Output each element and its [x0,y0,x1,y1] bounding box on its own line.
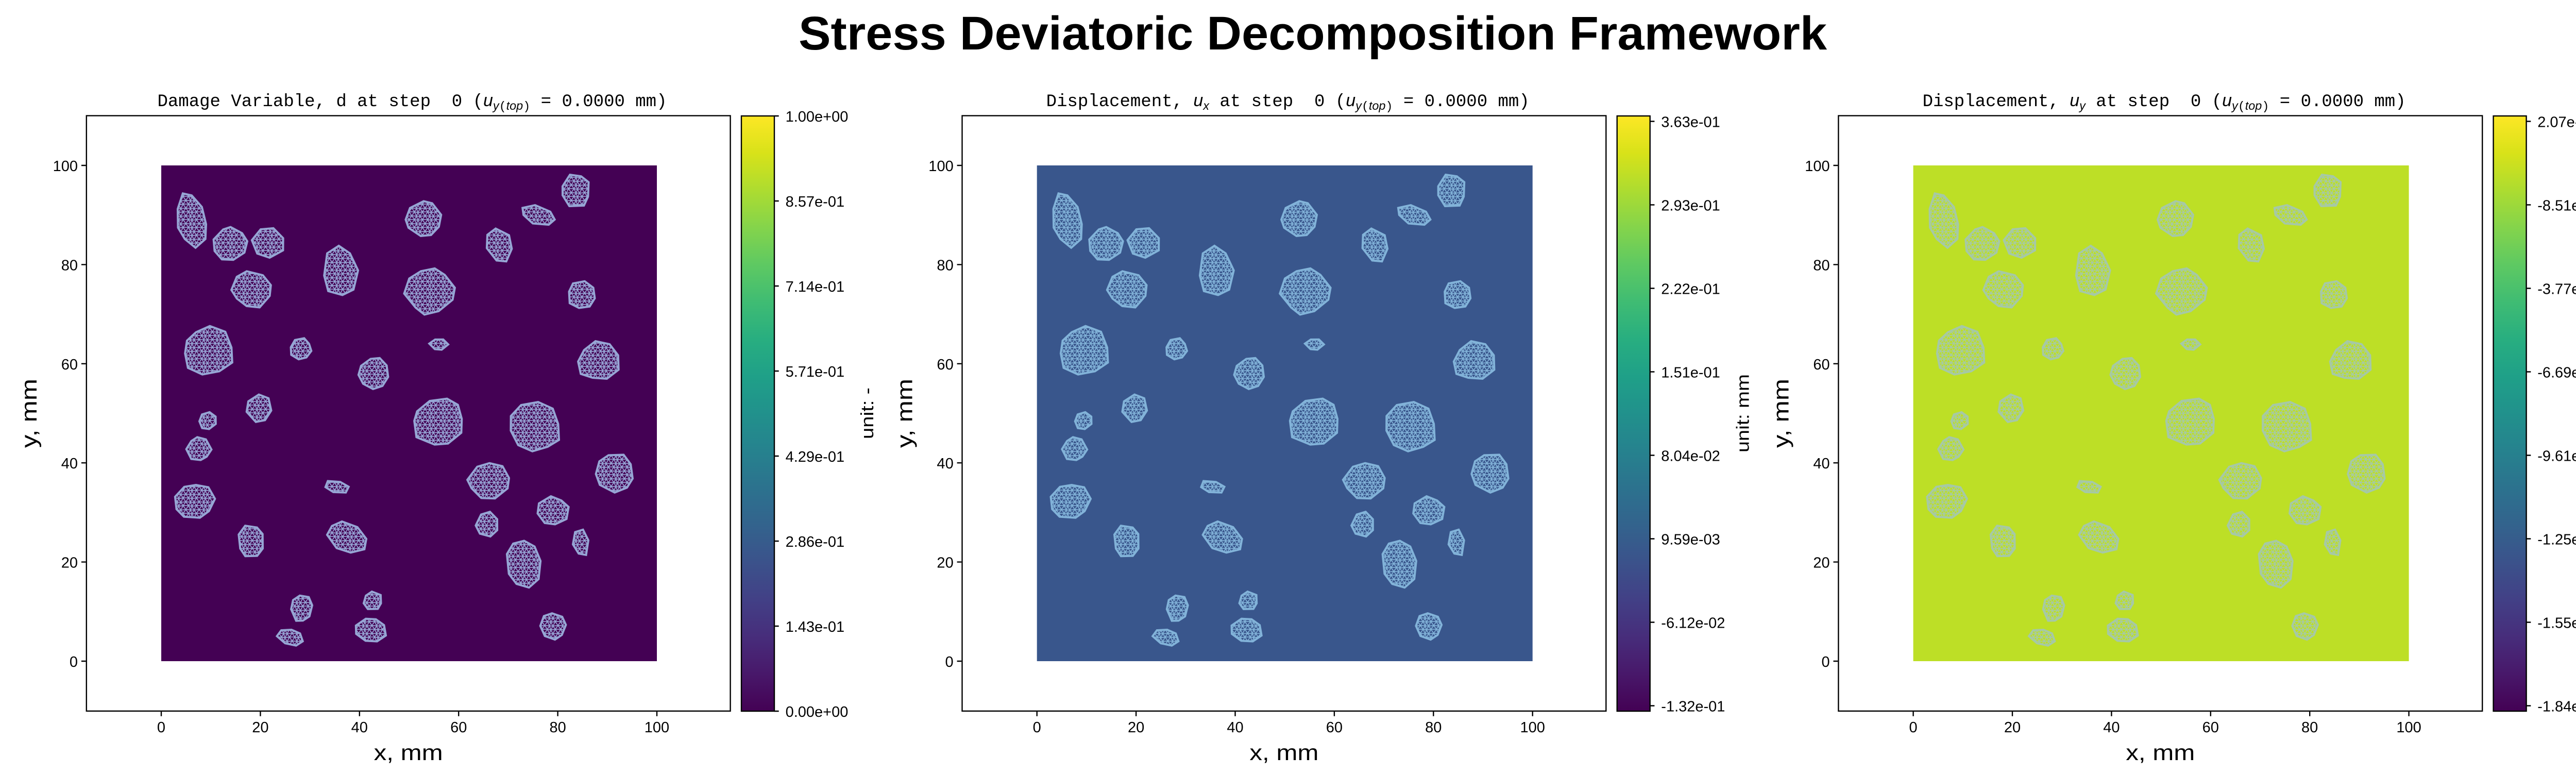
svg-text:100: 100 [1520,719,1545,736]
svg-text:2.07e-02: 2.07e-02 [2537,114,2576,131]
svg-text:y, mm: y, mm [893,379,918,448]
svg-text:20: 20 [2004,719,2021,736]
svg-text:40: 40 [351,719,368,736]
svg-text:0: 0 [1033,719,1041,736]
svg-text:8.57e-01: 8.57e-01 [786,194,845,210]
svg-text:60: 60 [450,719,467,736]
svg-text:unit: -: unit: - [858,388,877,439]
svg-text:100: 100 [645,719,669,736]
svg-text:40: 40 [937,456,953,472]
svg-text:40: 40 [1813,456,1829,472]
svg-text:80: 80 [1425,719,1442,736]
svg-text:y, mm: y, mm [1769,379,1794,448]
svg-text:-6.69e-02: -6.69e-02 [2537,365,2576,381]
svg-text:1.43e-01: 1.43e-01 [786,619,845,635]
svg-text:20: 20 [1813,555,1829,572]
svg-text:-9.61e-02: -9.61e-02 [2537,448,2576,465]
svg-text:unit: mm: unit: mm [1734,374,1753,452]
svg-text:20: 20 [1128,719,1144,736]
svg-text:Damage Variable, d at step 0: Damage Variable, d at step 0 (uy(top) = … [157,91,667,114]
svg-text:4.29e-01: 4.29e-01 [786,449,845,465]
svg-text:-1.25e-01: -1.25e-01 [2537,532,2576,548]
svg-text:60: 60 [2202,719,2219,736]
svg-text:80: 80 [1813,257,1829,274]
svg-text:40: 40 [1227,719,1243,736]
svg-text:2.93e-01: 2.93e-01 [1661,198,1720,214]
svg-text:0.00e+00: 0.00e+00 [786,704,849,720]
svg-text:-1.55e-01: -1.55e-01 [2537,615,2576,632]
svg-text:80: 80 [549,719,566,736]
svg-text:2.86e-01: 2.86e-01 [786,534,845,550]
svg-text:-1.84e-01: -1.84e-01 [2537,699,2576,715]
svg-text:20: 20 [61,555,78,572]
svg-text:Displacement, uy at step 0 (u: Displacement, uy at step 0 (uy(top) = 0.… [1923,91,2406,114]
svg-text:-8.51e-03: -8.51e-03 [2537,198,2576,214]
svg-text:100: 100 [53,158,78,175]
svg-text:x, mm: x, mm [374,741,443,765]
svg-text:100: 100 [2396,719,2421,736]
svg-text:1.00e+00: 1.00e+00 [786,109,849,125]
svg-text:x, mm: x, mm [2126,741,2195,765]
svg-text:-6.12e-02: -6.12e-02 [1661,615,1725,632]
svg-text:100: 100 [1805,158,1829,175]
svg-text:0: 0 [157,719,165,736]
svg-text:-3.77e-02: -3.77e-02 [2537,281,2576,298]
svg-text:2.22e-01: 2.22e-01 [1661,281,1720,298]
svg-text:80: 80 [61,257,78,274]
svg-text:x, mm: x, mm [1249,741,1318,765]
svg-text:Displacement, ux at step 0 (u: Displacement, ux at step 0 (uy(top) = 0.… [1046,91,1530,114]
svg-text:60: 60 [1813,357,1829,373]
svg-text:0: 0 [1821,654,1829,670]
svg-text:0: 0 [945,654,954,670]
svg-text:20: 20 [252,719,268,736]
svg-text:40: 40 [61,456,78,472]
svg-text:7.14e-01: 7.14e-01 [786,279,845,295]
svg-text:Stress Deviatoric Decompositio: Stress Deviatoric Decomposition Framewor… [799,7,1827,60]
svg-text:9.59e-03: 9.59e-03 [1661,532,1720,548]
svg-text:y, mm: y, mm [17,379,42,448]
svg-text:80: 80 [937,257,953,274]
svg-text:5.71e-01: 5.71e-01 [786,364,845,380]
svg-text:40: 40 [2103,719,2120,736]
svg-text:60: 60 [61,357,78,373]
svg-text:-1.32e-01: -1.32e-01 [1661,699,1725,715]
svg-text:60: 60 [937,357,953,373]
svg-text:8.04e-02: 8.04e-02 [1661,448,1720,465]
svg-text:100: 100 [928,158,953,175]
svg-text:80: 80 [2301,719,2318,736]
svg-text:1.51e-01: 1.51e-01 [1661,365,1720,381]
svg-text:0: 0 [1909,719,1918,736]
svg-text:3.63e-01: 3.63e-01 [1661,114,1720,131]
svg-text:20: 20 [937,555,953,572]
svg-text:0: 0 [70,654,78,670]
svg-text:60: 60 [1326,719,1343,736]
